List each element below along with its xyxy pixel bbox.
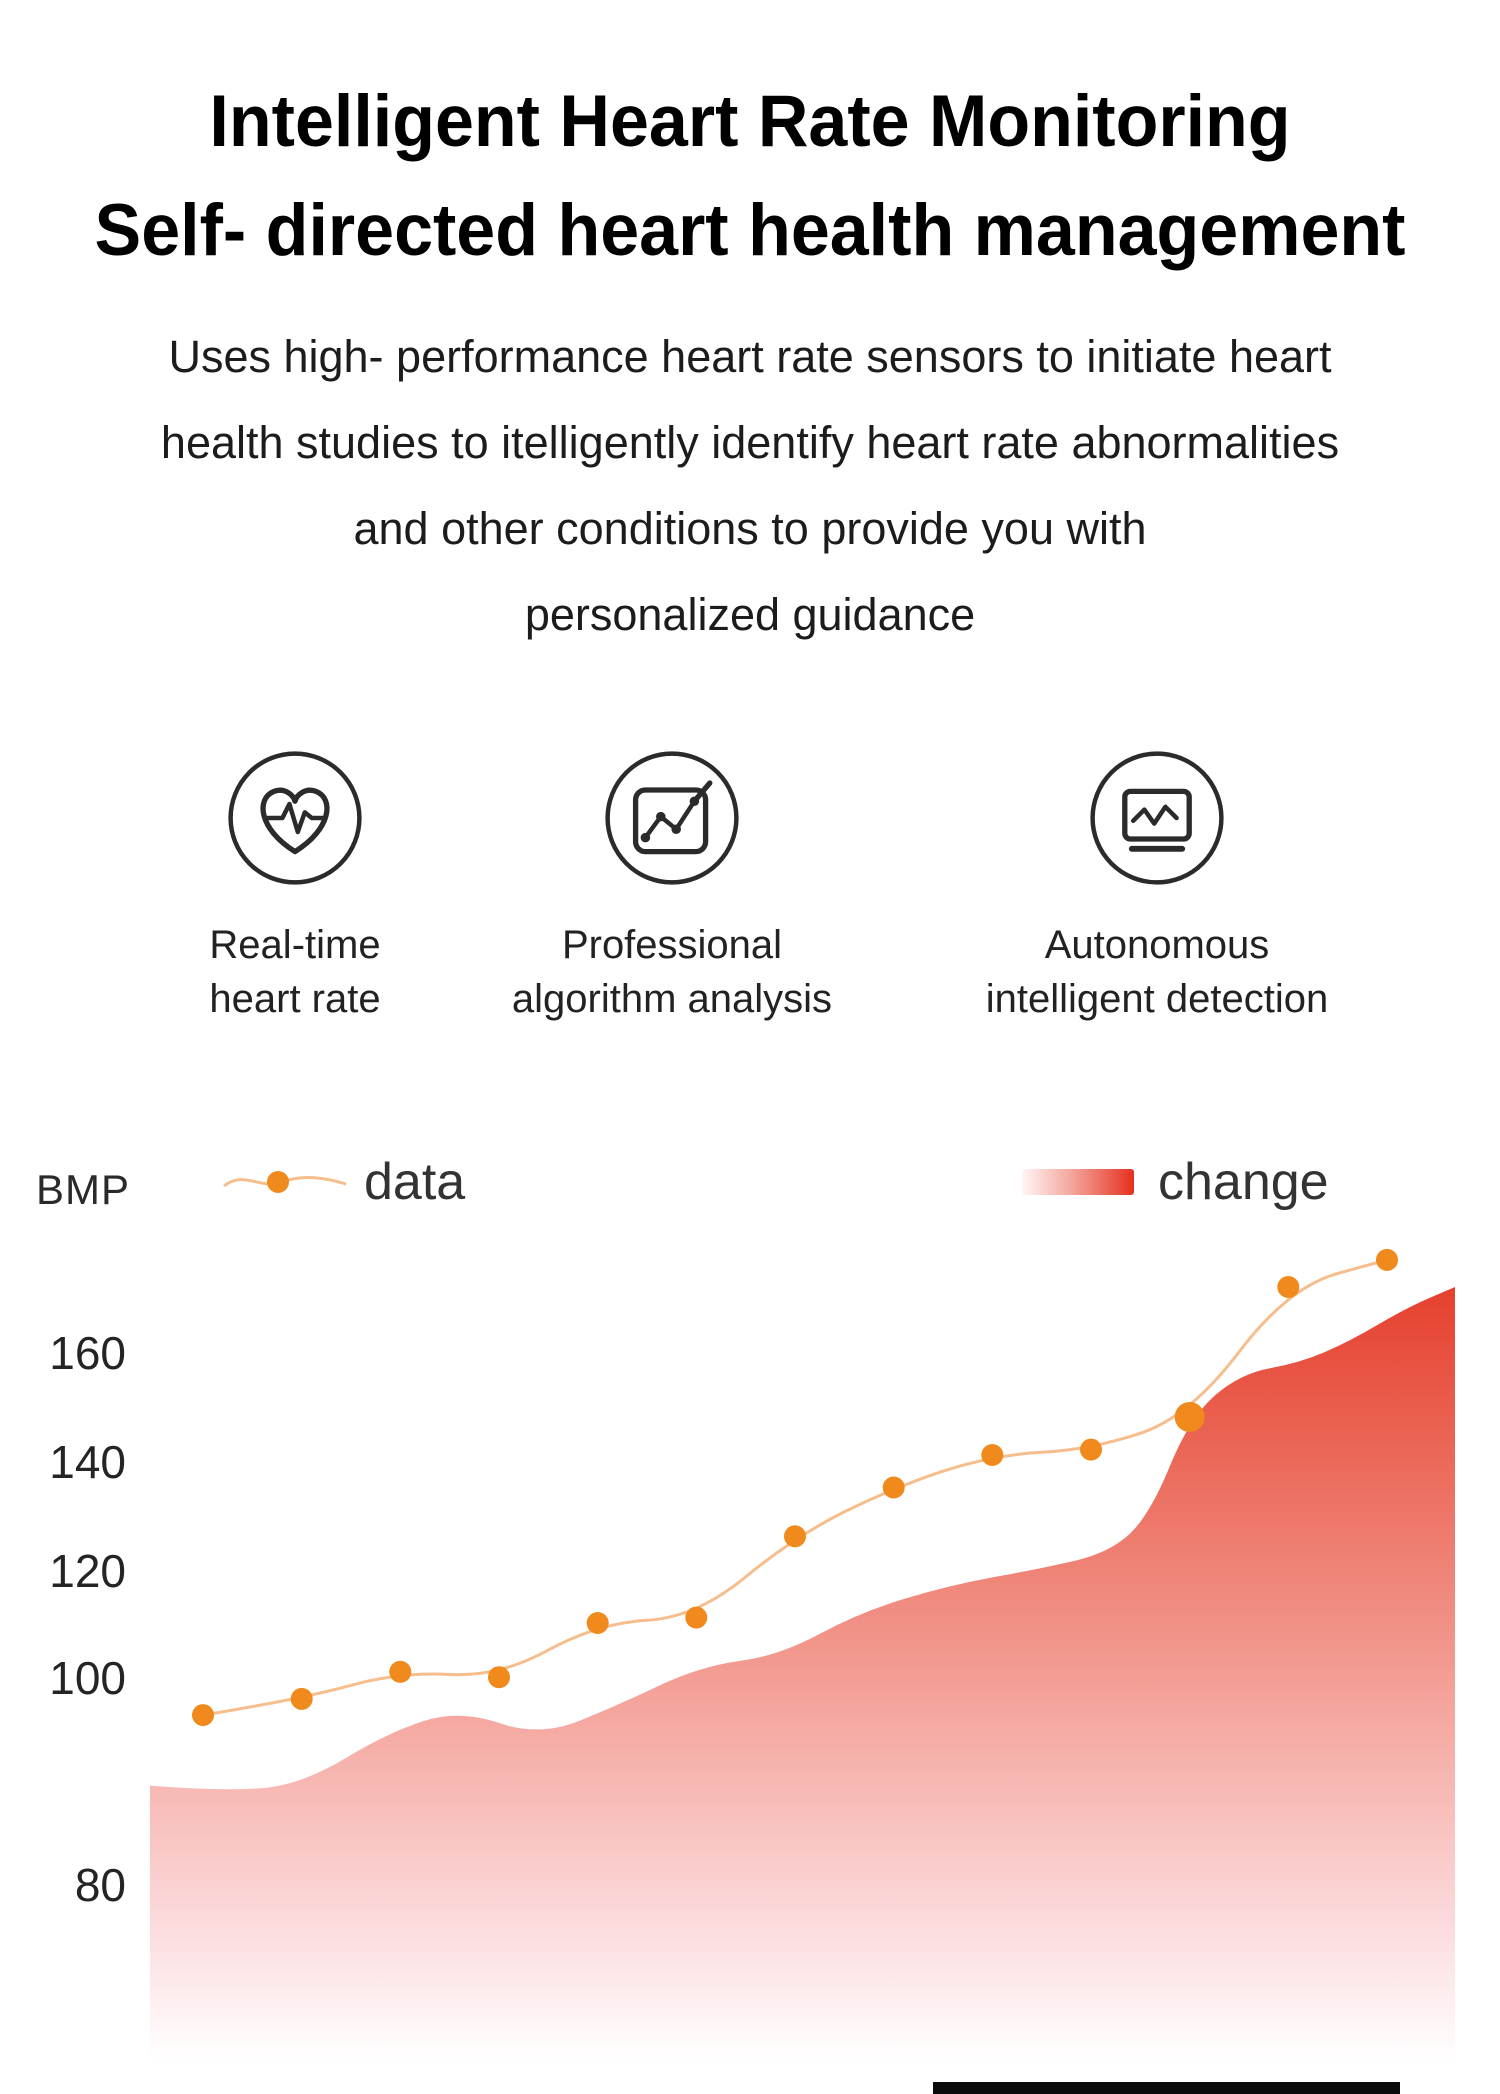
y-axis-tick: 120 [49, 1545, 126, 1597]
heart-pulse-icon [225, 748, 365, 888]
page-title: Intelligent Heart Rate Monitoring Self- … [0, 66, 1500, 284]
y-axis-tick: 140 [49, 1436, 126, 1488]
data-point [1174, 1402, 1205, 1432]
data-point [685, 1606, 708, 1629]
data-point [290, 1687, 313, 1710]
feature-label: Autonomous intelligent detection [937, 918, 1377, 1026]
data-point [1080, 1438, 1102, 1461]
change-gradient-swatch-icon [1022, 1169, 1134, 1195]
title-line-1: Intelligent Heart Rate Monitoring [209, 79, 1291, 162]
feature-realtime-heart-rate: Real-time heart rate [75, 748, 515, 1026]
legend-item-change: change [1022, 1152, 1329, 1212]
data-point [784, 1525, 806, 1548]
legend-item-data: data [220, 1152, 465, 1212]
line-chart-icon [602, 748, 742, 888]
y-axis-unit-label: BMP [36, 1166, 131, 1213]
y-axis-tick: 100 [49, 1652, 126, 1704]
title-line-2: Self- directed heart health management [94, 188, 1406, 271]
feature-intelligent-detection: Autonomous intelligent detection [937, 748, 1377, 1026]
feature-label: Real-time heart rate [75, 918, 515, 1026]
feature-label-line-2: algorithm analysis [511, 977, 833, 1021]
feature-algorithm-analysis: Professional algorithm analysis [452, 748, 892, 1026]
feature-label-line-1: Professional [561, 923, 783, 967]
legend-data-label: data [364, 1153, 466, 1211]
intro-line-2: health studies to itelligently identify … [160, 417, 1340, 468]
intro-line-3: and other conditions to provide you with [353, 503, 1147, 554]
change-area [150, 1287, 1455, 2094]
data-point [586, 1612, 609, 1634]
y-axis-tick: 80 [74, 1859, 126, 1911]
feature-label-line-2: heart rate [209, 977, 381, 1021]
intro-paragraph: Uses high- performance heart rate sensor… [0, 314, 1500, 658]
data-point [1277, 1276, 1300, 1298]
data-point [192, 1704, 214, 1727]
heart-rate-chart-canvas [150, 1248, 1455, 2094]
feature-label-line-1: Real-time [209, 923, 381, 967]
intro-line-4: personalized guidance [524, 589, 976, 640]
data-point [981, 1444, 1004, 1466]
feature-label-line-2: intelligent detection [985, 977, 1329, 1021]
data-point [882, 1476, 905, 1499]
feature-label-line-1: Autonomous [1044, 923, 1270, 967]
data-point [1376, 1248, 1398, 1271]
feature-label: Professional algorithm analysis [452, 918, 892, 1026]
data-point [389, 1660, 412, 1683]
data-legend-marker-icon [223, 1171, 347, 1193]
data-point [488, 1666, 510, 1689]
legend-change-label: change [1158, 1153, 1329, 1211]
intro-line-1: Uses high- performance heart rate sensor… [168, 331, 1332, 382]
y-axis-tick: 160 [49, 1327, 126, 1379]
bottom-strip [933, 2082, 1400, 2094]
monitor-icon [1087, 748, 1227, 888]
